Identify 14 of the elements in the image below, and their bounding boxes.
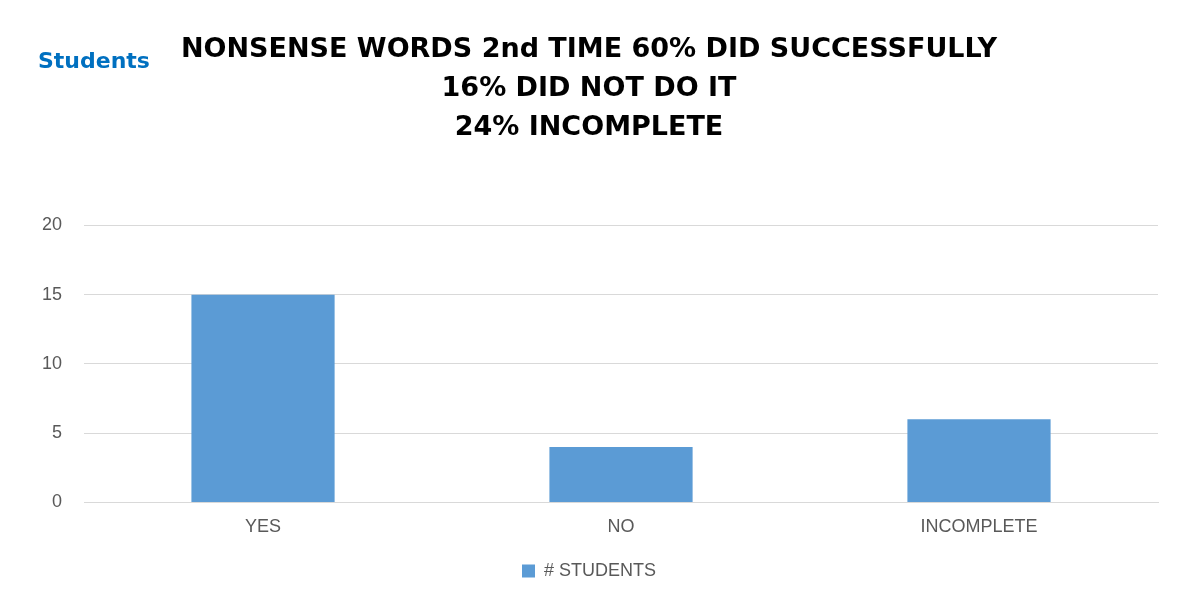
x-tick-label: INCOMPLETE — [920, 516, 1038, 537]
legend-label: # STUDENTS — [543, 559, 657, 580]
bar — [549, 447, 693, 502]
bar — [191, 294, 335, 502]
x-tick-label: NO — [607, 516, 635, 537]
text: Students — [38, 48, 150, 73]
x-tick-label: YES — [245, 516, 282, 537]
y-tick-label: 20 — [41, 214, 63, 235]
y-tick-label: 0 — [52, 491, 63, 512]
y-tick-label: 5 — [52, 422, 63, 443]
chart-title: NONSENSE WORDS 2nd TIME 60% DID SUCCESSFULLY 16% DID NOT DO IT 24% INCOMPLETE — [180, 31, 998, 141]
bar — [907, 419, 1051, 502]
y-tick-label: 15 — [41, 283, 63, 304]
y-tick-label: 10 — [41, 352, 63, 373]
